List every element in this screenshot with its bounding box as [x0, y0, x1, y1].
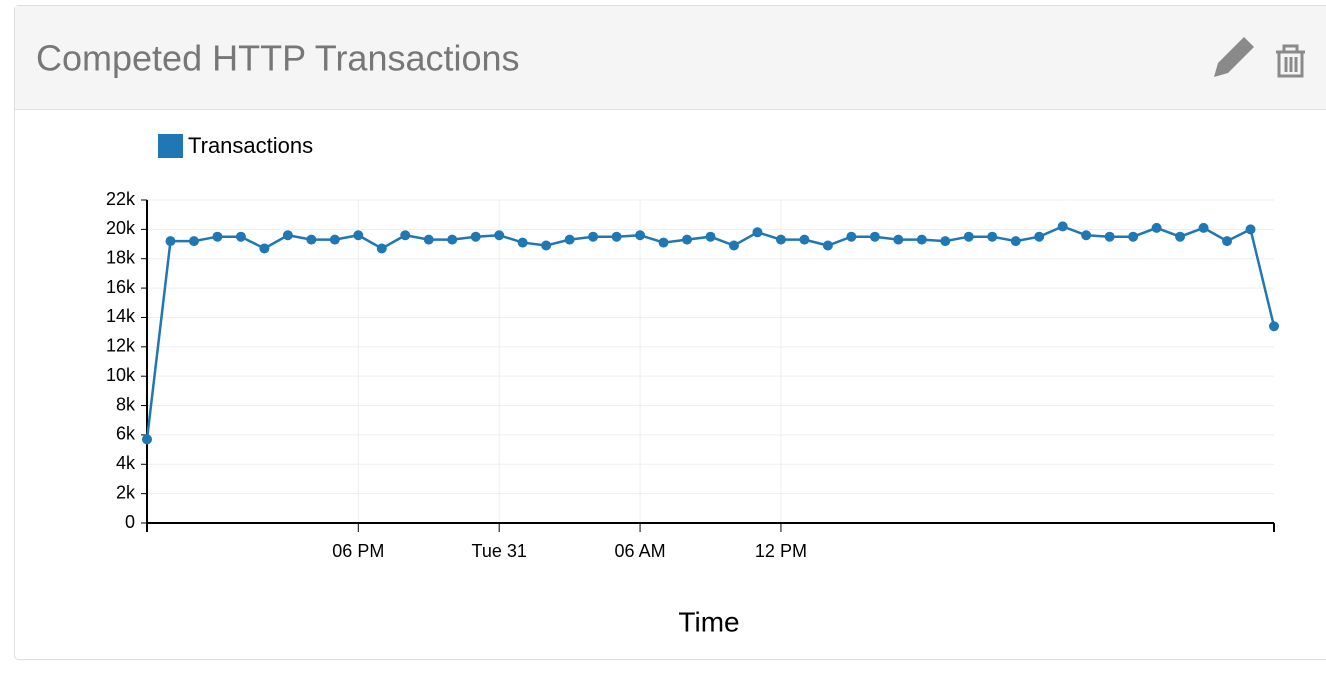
y-tick-label: 18k — [106, 247, 136, 267]
y-tick-label: 20k — [106, 218, 136, 238]
data-point — [1199, 223, 1209, 233]
x-tick-label: 12 PM — [755, 541, 807, 561]
data-point — [471, 232, 481, 242]
data-point — [400, 230, 410, 240]
x-tick-label: 06 PM — [332, 541, 384, 561]
x-tick-label: 06 AM — [615, 541, 666, 561]
y-tick-label: 4k — [116, 453, 136, 473]
data-point — [846, 232, 856, 242]
data-point — [706, 232, 716, 242]
data-point — [1269, 321, 1279, 331]
y-tick-label: 2k — [116, 482, 136, 502]
data-point — [330, 235, 340, 245]
data-point — [917, 235, 927, 245]
data-point — [1081, 230, 1091, 240]
data-point — [1152, 223, 1162, 233]
data-point — [1105, 232, 1115, 242]
data-point — [1058, 221, 1068, 231]
data-point — [1011, 236, 1021, 246]
data-point — [776, 235, 786, 245]
x-axis-label: Time — [678, 606, 739, 637]
y-tick-label: 12k — [106, 336, 136, 356]
data-point — [799, 235, 809, 245]
legend-swatch — [158, 134, 183, 158]
data-point — [259, 243, 269, 253]
data-point — [682, 235, 692, 245]
data-point — [987, 232, 997, 242]
data-point — [1222, 236, 1232, 246]
data-point — [659, 238, 669, 248]
data-point — [424, 235, 434, 245]
data-point — [447, 235, 457, 245]
data-point — [189, 236, 199, 246]
data-point — [752, 227, 762, 237]
data-point — [1034, 232, 1044, 242]
data-point — [1175, 232, 1185, 242]
data-point — [893, 235, 903, 245]
delete-icon[interactable] — [1276, 46, 1305, 76]
data-point — [212, 232, 222, 242]
legend-label: Transactions — [188, 133, 313, 158]
data-point — [964, 232, 974, 242]
y-tick-label: 0 — [125, 512, 135, 532]
data-point — [588, 232, 598, 242]
data-point — [1128, 232, 1138, 242]
data-point — [565, 235, 575, 245]
x-tick-label: Tue 31 — [472, 541, 527, 561]
y-tick-label: 14k — [106, 306, 136, 326]
data-point — [377, 243, 387, 253]
data-point — [306, 235, 316, 245]
y-tick-label: 10k — [106, 365, 136, 385]
data-point — [635, 230, 645, 240]
trash[interactable] — [1276, 46, 1305, 76]
y-tick-label: 22k — [106, 189, 136, 209]
data-point — [541, 241, 551, 251]
y-tick-label: 6k — [116, 424, 136, 444]
data-point — [870, 232, 880, 242]
data-point — [1246, 224, 1256, 234]
data-point — [494, 230, 504, 240]
data-point — [729, 241, 739, 251]
y-tick-label: 16k — [106, 277, 136, 297]
chart-title: Competed HTTP Transactions — [36, 38, 520, 79]
data-point — [612, 232, 622, 242]
data-point — [142, 434, 152, 444]
data-point — [940, 236, 950, 246]
data-point — [518, 238, 528, 248]
data-point — [283, 230, 293, 240]
data-point — [823, 241, 833, 251]
data-point — [353, 230, 363, 240]
data-point — [236, 232, 246, 242]
y-tick-label: 8k — [116, 394, 136, 414]
data-point — [165, 236, 175, 246]
